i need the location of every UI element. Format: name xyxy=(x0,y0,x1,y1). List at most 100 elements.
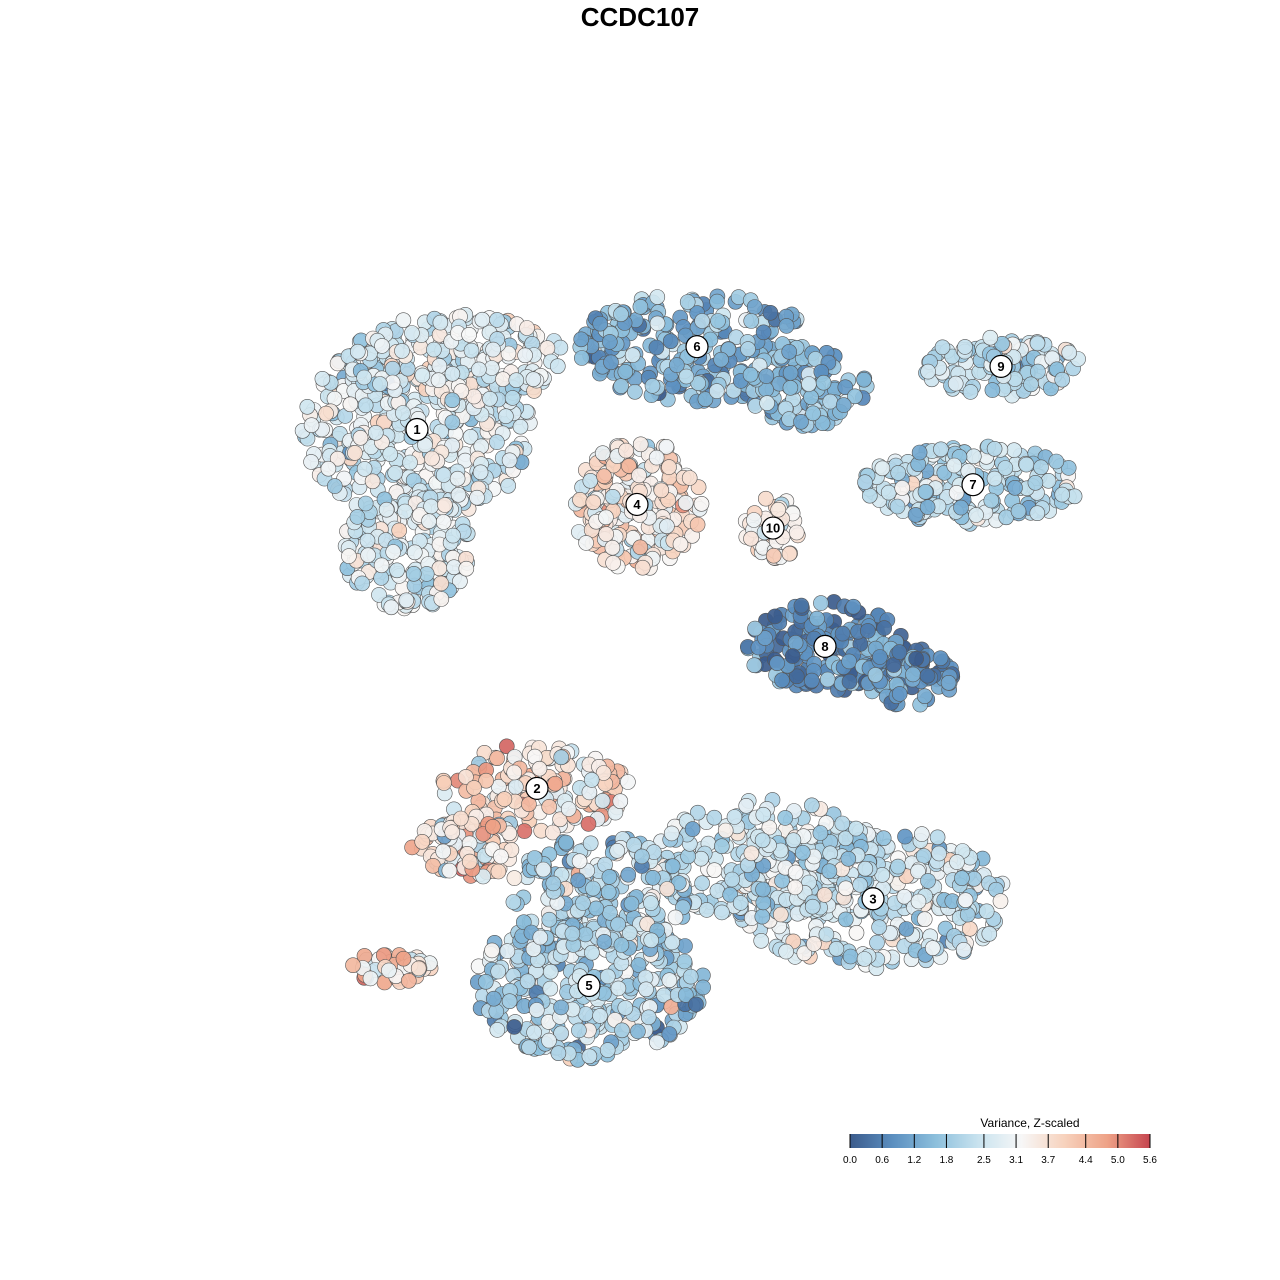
cell-point xyxy=(1033,459,1049,476)
cell-point xyxy=(378,501,395,518)
cell-point xyxy=(787,879,804,896)
cell-point xyxy=(528,1002,545,1018)
cell-point xyxy=(441,862,458,879)
cell-point xyxy=(1027,474,1044,491)
cell-point xyxy=(803,389,819,406)
cell-point xyxy=(932,650,949,667)
cluster-label-2: 2 xyxy=(525,776,549,800)
cell-point xyxy=(461,853,478,870)
legend-tick-label: 0.6 xyxy=(875,1155,889,1166)
cell-point xyxy=(614,1022,630,1039)
cell-point xyxy=(917,483,934,500)
cell-point xyxy=(661,972,678,989)
cell-point xyxy=(774,672,790,689)
cell-point xyxy=(389,562,405,579)
legend-title: Variance, Z-scaled xyxy=(980,1116,1079,1130)
cell-point xyxy=(583,772,600,788)
cell-point xyxy=(910,893,927,910)
cell-point xyxy=(430,372,447,389)
cell-point xyxy=(812,825,829,841)
cluster-label-9: 9 xyxy=(989,354,1013,378)
cell-point xyxy=(596,933,613,950)
cell-point xyxy=(787,864,804,881)
cell-point xyxy=(475,868,491,885)
cell-point xyxy=(496,791,513,807)
cell-point xyxy=(432,314,449,331)
cell-point xyxy=(672,536,689,553)
cell-point xyxy=(713,838,730,855)
cell-point xyxy=(717,822,734,839)
cell-point xyxy=(575,895,591,911)
cell-point xyxy=(871,919,887,936)
cell-point xyxy=(542,980,559,997)
cell-point xyxy=(329,355,346,372)
cell-point xyxy=(489,434,505,450)
cell-point xyxy=(962,384,979,400)
cell-point xyxy=(709,293,725,310)
cell-point xyxy=(599,1042,616,1058)
cell-point xyxy=(423,498,439,515)
cell-point xyxy=(621,458,637,474)
legend-tick-label: 3.1 xyxy=(1009,1155,1023,1166)
cell-point xyxy=(689,516,706,533)
cell-point xyxy=(490,863,507,880)
cell-point xyxy=(329,450,346,467)
cell-point xyxy=(746,299,763,315)
cell-point xyxy=(746,512,762,528)
cluster-label-text: 9 xyxy=(997,359,1004,374)
cell-point xyxy=(397,503,413,520)
cell-point xyxy=(645,869,661,886)
cell-point xyxy=(421,513,437,530)
cell-point xyxy=(949,854,965,870)
cell-point xyxy=(381,962,397,979)
cell-point xyxy=(992,893,1009,909)
cell-point xyxy=(648,449,665,466)
cell-point xyxy=(804,898,821,915)
cell-point xyxy=(485,341,501,358)
cell-point xyxy=(320,460,337,477)
cell-point xyxy=(915,848,932,864)
cell-point xyxy=(500,477,517,494)
cell-point xyxy=(640,1009,657,1026)
cell-point xyxy=(462,428,479,445)
cell-point xyxy=(573,331,590,348)
cell-point xyxy=(740,341,756,357)
cell-point xyxy=(604,539,621,556)
cell-point xyxy=(659,518,675,535)
cell-point xyxy=(613,378,629,394)
cell-point xyxy=(876,620,893,636)
cell-point xyxy=(890,858,906,875)
cell-point xyxy=(781,545,798,562)
cell-point xyxy=(499,943,516,959)
cell-point xyxy=(634,559,651,576)
cell-point xyxy=(806,936,822,952)
cell-point xyxy=(653,482,670,499)
cell-point xyxy=(747,620,763,637)
cell-point xyxy=(572,491,588,508)
cluster-label-text: 5 xyxy=(585,978,592,993)
cell-point xyxy=(834,625,851,642)
cell-point xyxy=(592,1008,608,1024)
cell-point xyxy=(920,363,936,380)
cell-point xyxy=(578,535,594,551)
cluster-label-1: 1 xyxy=(405,417,429,442)
cell-point xyxy=(770,501,787,518)
cell-point xyxy=(485,990,502,1007)
cell-point xyxy=(689,804,706,821)
cell-point xyxy=(600,884,617,900)
cell-point xyxy=(372,376,388,392)
cell-point xyxy=(402,454,418,471)
cell-point xyxy=(610,916,626,933)
cell-point xyxy=(889,498,906,515)
cell-point xyxy=(661,459,677,475)
cell-point xyxy=(452,573,468,590)
cell-point xyxy=(436,775,452,791)
cell-point xyxy=(822,393,839,410)
cell-point xyxy=(954,870,970,887)
cell-point xyxy=(577,1006,594,1022)
cell-point xyxy=(782,365,799,381)
cell-point xyxy=(627,383,643,400)
cell-point xyxy=(857,474,873,491)
cell-point xyxy=(934,339,951,356)
cell-point xyxy=(784,648,801,664)
